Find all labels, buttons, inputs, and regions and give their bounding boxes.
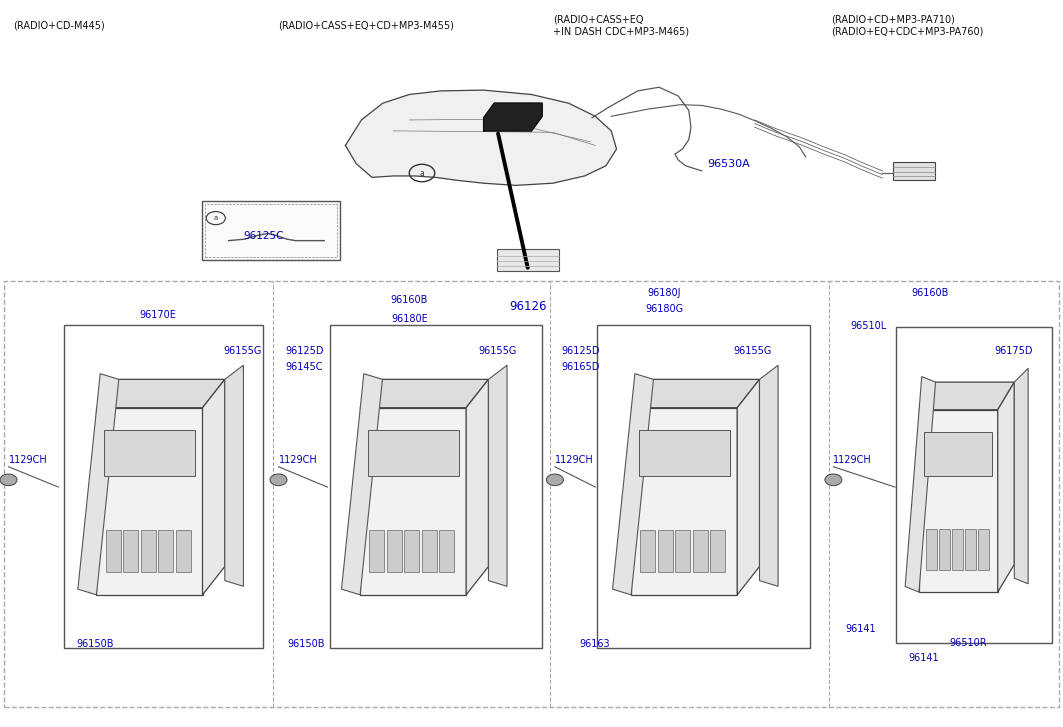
Bar bbox=[205, 204, 337, 257]
Polygon shape bbox=[123, 529, 138, 572]
Text: 96125C: 96125C bbox=[243, 231, 284, 241]
Polygon shape bbox=[484, 103, 542, 131]
Bar bbox=[597, 325, 810, 648]
Text: 1129CH: 1129CH bbox=[9, 455, 47, 465]
Polygon shape bbox=[489, 365, 507, 586]
Polygon shape bbox=[658, 529, 673, 572]
Polygon shape bbox=[612, 374, 654, 595]
Text: a: a bbox=[420, 169, 424, 177]
Text: 96155G: 96155G bbox=[223, 346, 261, 356]
Polygon shape bbox=[158, 529, 173, 572]
Polygon shape bbox=[926, 529, 937, 570]
Bar bbox=[497, 249, 559, 271]
Polygon shape bbox=[738, 379, 759, 595]
Polygon shape bbox=[345, 90, 617, 185]
Text: 1129CH: 1129CH bbox=[279, 455, 317, 465]
Text: 96141: 96141 bbox=[909, 653, 940, 663]
Polygon shape bbox=[640, 529, 655, 572]
Polygon shape bbox=[906, 377, 935, 592]
Text: (RADIO+CASS+EQ
+IN DASH CDC+MP3-M465): (RADIO+CASS+EQ +IN DASH CDC+MP3-M465) bbox=[553, 15, 689, 36]
Polygon shape bbox=[965, 529, 976, 570]
Polygon shape bbox=[97, 379, 225, 408]
Polygon shape bbox=[918, 410, 998, 592]
Text: 96180G: 96180G bbox=[645, 304, 684, 314]
Text: (RADIO+CD-M445): (RADIO+CD-M445) bbox=[13, 20, 104, 31]
Text: 96160B: 96160B bbox=[390, 295, 428, 305]
Polygon shape bbox=[631, 408, 738, 595]
Polygon shape bbox=[370, 529, 384, 572]
Text: 1129CH: 1129CH bbox=[555, 455, 593, 465]
Bar bbox=[893, 162, 935, 180]
Text: 96160B: 96160B bbox=[911, 288, 949, 298]
Bar bbox=[896, 327, 1052, 643]
Polygon shape bbox=[140, 529, 155, 572]
Polygon shape bbox=[639, 430, 729, 475]
Circle shape bbox=[546, 474, 563, 486]
Text: 96510L: 96510L bbox=[850, 321, 887, 331]
Polygon shape bbox=[225, 365, 243, 586]
Polygon shape bbox=[78, 374, 119, 595]
Text: 96145C: 96145C bbox=[285, 362, 322, 372]
Text: 96175D: 96175D bbox=[994, 346, 1032, 356]
Circle shape bbox=[270, 474, 287, 486]
Text: 96155G: 96155G bbox=[733, 346, 772, 356]
Polygon shape bbox=[1014, 369, 1028, 584]
Polygon shape bbox=[439, 529, 454, 572]
Text: a: a bbox=[214, 215, 218, 221]
Text: 96530A: 96530A bbox=[707, 158, 749, 169]
Polygon shape bbox=[202, 379, 225, 595]
Polygon shape bbox=[710, 529, 725, 572]
Polygon shape bbox=[918, 382, 1014, 410]
Polygon shape bbox=[422, 529, 437, 572]
Text: 96180J: 96180J bbox=[647, 288, 681, 298]
Text: 96155G: 96155G bbox=[478, 346, 517, 356]
Circle shape bbox=[0, 474, 17, 486]
Text: 96180E: 96180E bbox=[391, 313, 427, 324]
Polygon shape bbox=[360, 408, 466, 595]
Bar bbox=[202, 201, 340, 260]
Polygon shape bbox=[341, 374, 383, 595]
Text: 96163: 96163 bbox=[579, 639, 610, 649]
Bar bbox=[330, 325, 542, 648]
Bar bbox=[4, 281, 1059, 707]
Polygon shape bbox=[466, 379, 489, 595]
Polygon shape bbox=[387, 529, 402, 572]
Text: 96125D: 96125D bbox=[285, 346, 323, 356]
Polygon shape bbox=[939, 529, 950, 570]
Text: 96141: 96141 bbox=[845, 624, 876, 634]
Polygon shape bbox=[693, 529, 708, 572]
Text: 96126: 96126 bbox=[509, 300, 547, 313]
Text: 96165D: 96165D bbox=[561, 362, 600, 372]
Polygon shape bbox=[951, 529, 963, 570]
Text: 96125D: 96125D bbox=[561, 346, 600, 356]
Polygon shape bbox=[978, 529, 989, 570]
Polygon shape bbox=[360, 379, 489, 408]
Polygon shape bbox=[759, 365, 778, 586]
Polygon shape bbox=[631, 379, 759, 408]
Polygon shape bbox=[998, 382, 1014, 592]
Polygon shape bbox=[104, 430, 196, 475]
Bar bbox=[64, 325, 263, 648]
Text: 96170E: 96170E bbox=[139, 310, 175, 320]
Text: 96150B: 96150B bbox=[77, 639, 114, 649]
Polygon shape bbox=[97, 408, 202, 595]
Text: (RADIO+CASS+EQ+CD+MP3-M455): (RADIO+CASS+EQ+CD+MP3-M455) bbox=[279, 20, 454, 31]
Polygon shape bbox=[175, 529, 190, 572]
Circle shape bbox=[825, 474, 842, 486]
Polygon shape bbox=[925, 432, 992, 476]
Text: (RADIO+CD+MP3-PA710)
(RADIO+EQ+CDC+MP3-PA760): (RADIO+CD+MP3-PA710) (RADIO+EQ+CDC+MP3-P… bbox=[831, 15, 983, 36]
Text: 96150B: 96150B bbox=[287, 639, 324, 649]
Polygon shape bbox=[675, 529, 690, 572]
Polygon shape bbox=[404, 529, 419, 572]
Polygon shape bbox=[106, 529, 120, 572]
Text: 96510R: 96510R bbox=[949, 638, 986, 648]
Polygon shape bbox=[368, 430, 459, 475]
Text: 1129CH: 1129CH bbox=[833, 455, 872, 465]
